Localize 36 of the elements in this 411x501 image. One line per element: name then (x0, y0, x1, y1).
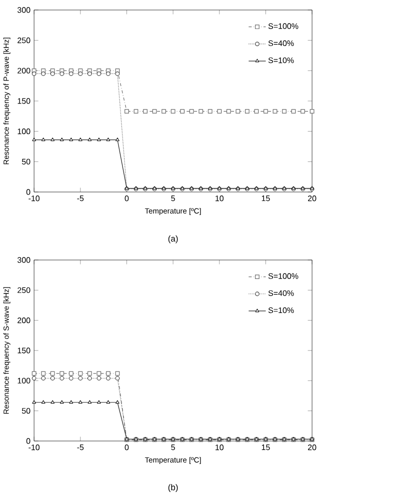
y-tick-label: 200 (18, 68, 30, 74)
x-tick-label: 0 (124, 444, 129, 450)
legend-label: S=40% (268, 290, 294, 296)
legend-label: S=10% (268, 57, 294, 64)
x-tick-label: -5 (77, 196, 84, 202)
x-tick-label: -5 (77, 444, 84, 450)
text: (a) (168, 235, 178, 244)
legend-label: S=40% (268, 40, 294, 46)
x-tick-label: 10 (216, 196, 224, 202)
y-tick-label: 0 (26, 438, 30, 444)
x-tick-label: -10 (28, 196, 40, 202)
x-tick-label: 15 (262, 444, 270, 450)
y-tick-label: 300 (18, 257, 30, 263)
y-tick-label: 100 (18, 378, 30, 384)
x-tick-label: 10 (216, 444, 224, 450)
legend-label: S=100% (268, 23, 298, 29)
x-tick-label: 20 (308, 196, 316, 202)
legend-label: S=10% (268, 307, 294, 314)
y-tick-label: 300 (18, 7, 30, 13)
x-tick-label: -10 (28, 444, 40, 450)
x-tick-label: 5 (171, 196, 176, 202)
x-tick-label: 0 (124, 196, 129, 202)
x-tick-label: 15 (262, 196, 270, 202)
text: (b) (168, 484, 178, 492)
y-tick-label: 200 (18, 318, 30, 324)
y-tick-label: 100 (18, 128, 30, 134)
y-tick-label: 50 (22, 408, 30, 414)
y-tick-label: 0 (26, 189, 30, 195)
y-tick-label: 250 (18, 38, 30, 44)
y-tick-label: 50 (22, 158, 30, 164)
y-tick-label: 250 (18, 287, 30, 293)
x-tick-label: 20 (308, 444, 316, 450)
x-tick-label: 5 (171, 444, 176, 450)
legend-label: S=100% (268, 273, 298, 279)
y-tick-label: 150 (18, 348, 30, 354)
y-tick-label: 150 (18, 98, 30, 104)
